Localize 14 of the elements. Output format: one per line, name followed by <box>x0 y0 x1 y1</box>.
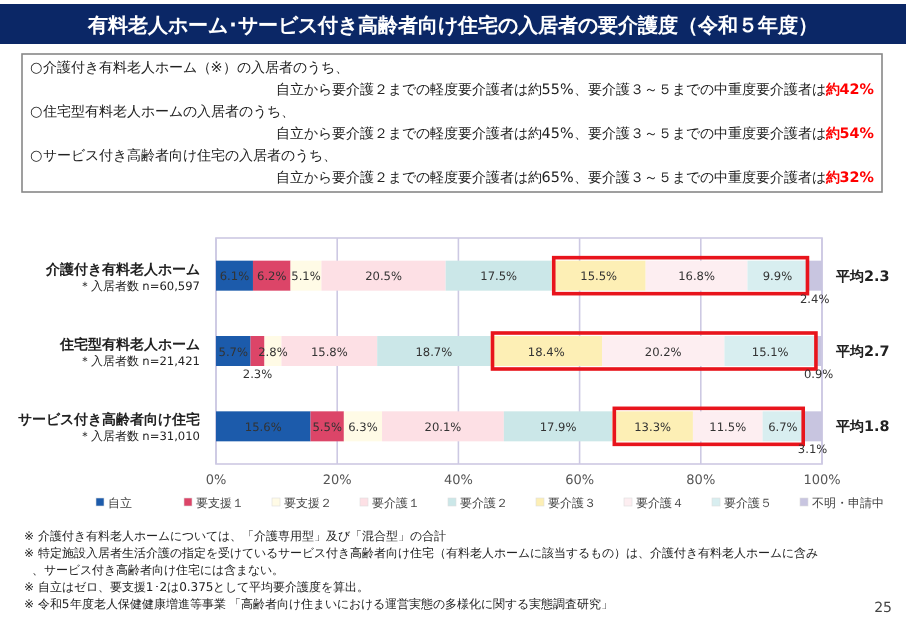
bar <box>382 411 504 442</box>
bar <box>321 260 446 291</box>
bar <box>503 411 613 442</box>
title-bar: 有料老人ホーム･サービス付き高齢者向け住宅の入居者の要介護度（令和５年度） <box>0 4 906 44</box>
bar <box>490 336 603 366</box>
bar <box>377 336 491 366</box>
bar <box>602 336 725 366</box>
bar <box>445 260 552 291</box>
bar <box>724 336 816 366</box>
bar <box>216 411 311 442</box>
chart-title: 有料老人ホーム･サービス付き高齢者向け住宅の入居者の要介護度（令和５年度） <box>86 14 818 38</box>
bar <box>551 260 646 291</box>
bar <box>692 411 763 442</box>
bar <box>645 260 748 291</box>
